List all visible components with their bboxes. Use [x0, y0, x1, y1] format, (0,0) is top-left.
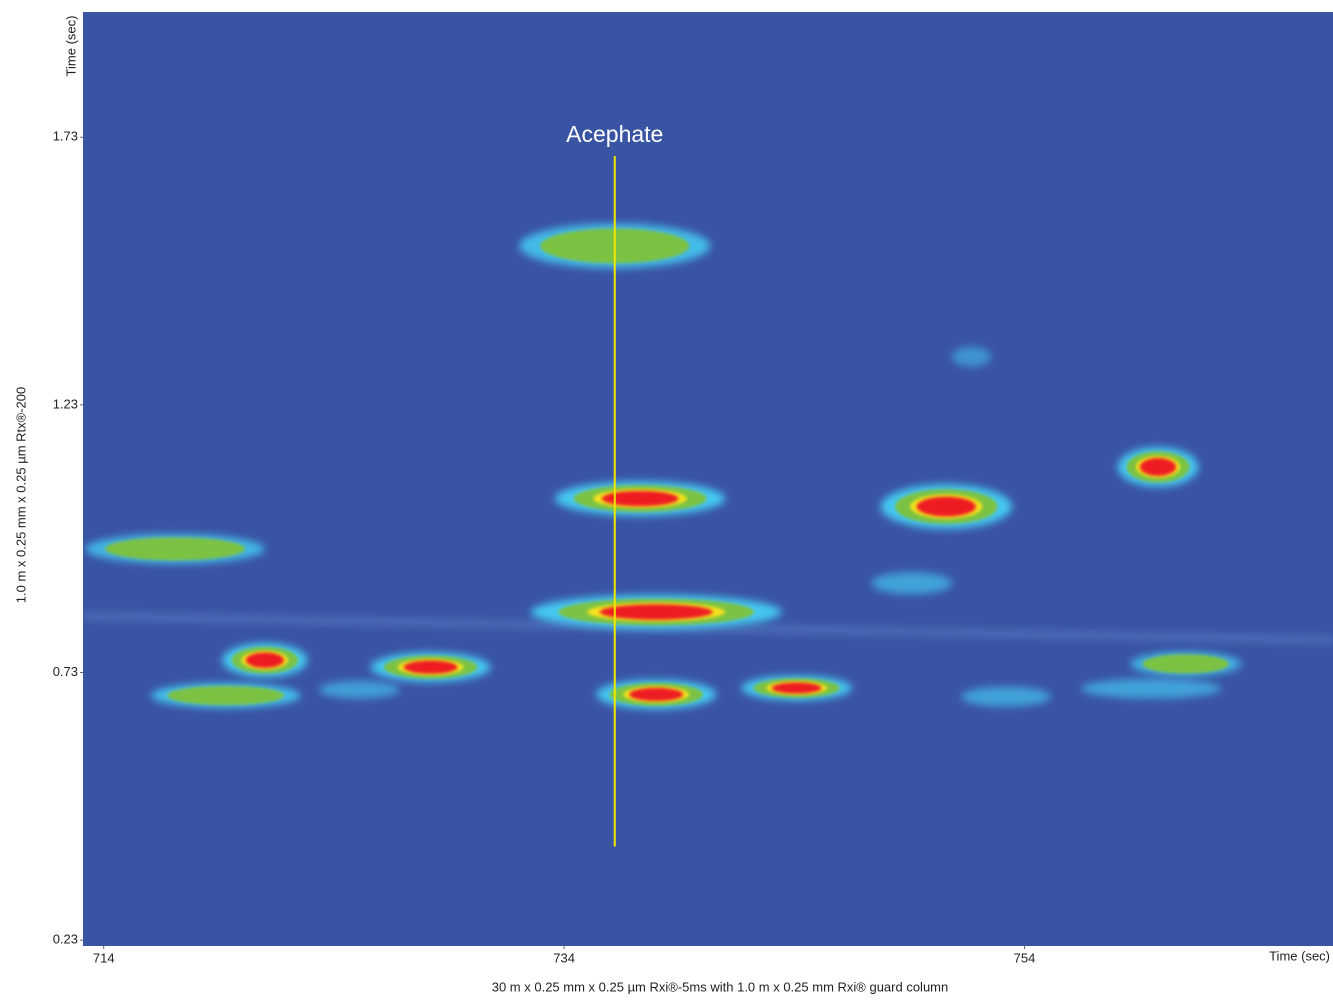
- peak: [1140, 458, 1176, 476]
- peak: [404, 661, 458, 674]
- peak: [167, 686, 284, 705]
- peak: [772, 682, 822, 693]
- chart: Time (sec) 1.0 m x 0.25 mm x 0.25 µm Rtx…: [0, 0, 1333, 997]
- x-unit: Time (sec): [1269, 948, 1330, 963]
- y-tick-label: 0.23: [53, 932, 78, 947]
- y-axis-title: 1.0 m x 0.25 mm x 0.25 µm Rtx®-200: [13, 387, 28, 603]
- peak: [952, 347, 991, 367]
- annotation-label: Acephate: [566, 121, 663, 147]
- y-tick-label: 0.73: [53, 664, 78, 679]
- x-tick-label: 734: [553, 950, 575, 965]
- y-unit: Time (sec): [63, 16, 78, 77]
- peak: [871, 572, 952, 594]
- y-tick-label: 1.73: [53, 129, 78, 144]
- peak: [600, 604, 713, 619]
- peak: [1081, 679, 1221, 699]
- peak: [961, 687, 1051, 707]
- y-tick-label: 1.23: [53, 396, 78, 411]
- x-tick-label: 754: [1014, 950, 1036, 965]
- x-tick-label: 714: [93, 950, 115, 965]
- peak: [629, 688, 683, 701]
- peak: [602, 491, 679, 506]
- peak: [105, 537, 245, 560]
- peak: [917, 497, 976, 517]
- peak: [319, 681, 400, 699]
- x-axis-title: 30 m x 0.25 mm x 0.25 µm Rxi®-5ms with 1…: [492, 979, 949, 994]
- peak: [246, 652, 284, 667]
- peak: [1143, 654, 1229, 673]
